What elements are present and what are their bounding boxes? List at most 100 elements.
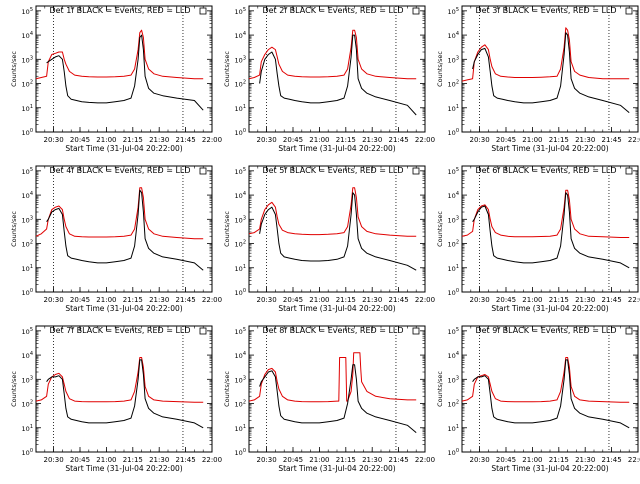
y-axis-label: Counts/sec [436,51,444,87]
y-tick-label: 100 [235,288,246,297]
y-tick-label: 103 [448,55,459,64]
plot-frame [35,165,213,293]
y-tick-label: 102 [235,400,246,409]
y-tick-label: 102 [448,80,459,89]
x-tick-label: 21:15 [123,296,143,304]
x-tick-label: 21:45 [602,136,622,144]
x-tick-label: 20:45 [283,456,303,464]
x-tick-label: 21:30 [362,296,382,304]
y-tick-label: 101 [448,264,459,273]
x-axis-label: Start Time (31-Jul-04 20:22:00) [278,304,395,313]
plot-frame [248,325,426,453]
x-tick-label: 21:30 [149,136,169,144]
chart-title: Det 9f BLACK = Events, RED = LLD [475,326,616,335]
series-line-lld [461,189,630,238]
x-tick-label: 22:00 [202,296,222,304]
x-tick-label: 21:15 [336,136,356,144]
y-axis-label: Counts/sec [436,211,444,247]
y-axis-label: Counts/sec [223,51,231,87]
x-tick-label: 21:00 [522,456,542,464]
y-tick-label: 105 [448,327,459,336]
plot-frame [35,5,213,133]
x-tick-label: 21:30 [149,296,169,304]
x-tick-label: 21:30 [575,136,595,144]
x-tick-label: 20:30 [470,296,490,304]
chart-panel-6: Det 6f BLACK = Events, RED = LLD 100 101 10… [436,165,640,313]
y-tick-label: 105 [235,327,246,336]
y-tick-label: 105 [448,7,459,16]
plot-frame [248,5,426,133]
y-tick-label: 104 [22,31,33,40]
series-line-lld [35,357,204,403]
y-tick-label: 105 [235,7,246,16]
y-tick-label: 105 [22,7,33,16]
x-tick-label: 20:45 [70,296,90,304]
x-tick-label: 21:00 [522,136,542,144]
y-tick-label: 102 [448,240,459,249]
y-axis-label: Counts/sec [223,211,231,247]
y-tick-label: 100 [235,128,246,137]
x-tick-label: 20:30 [257,136,277,144]
y-tick-label: 102 [22,400,33,409]
x-tick-label: 22:00 [202,456,222,464]
legend-square-icon [625,327,633,335]
y-tick-label: 105 [235,167,246,176]
series-line-events [46,359,204,429]
x-tick-label: 21:00 [522,296,542,304]
chart-panel-5: Det 5f BLACK = Events, RED = LLD 100 101 10… [223,165,435,313]
x-tick-label: 21:15 [123,136,143,144]
x-tick-label: 22:00 [415,296,435,304]
y-tick-label: 101 [448,104,459,113]
x-tick-label: 20:30 [44,456,64,464]
x-tick-label: 21:45 [602,296,622,304]
x-axis-label: Start Time (31-Jul-04 20:22:00) [278,464,395,473]
x-tick-label: 21:15 [549,296,569,304]
chart-title: Det 8f BLACK = Events, RED = LLD [262,326,403,335]
x-tick-label: 20:30 [44,136,64,144]
x-tick-label: 21:15 [123,456,143,464]
x-tick-label: 22:00 [415,456,435,464]
plot-frame [461,5,639,133]
series-line-events [472,359,630,429]
chart-panel-3: Det 3f BLACK = Events, RED = LLD 100 101 10… [436,5,640,153]
y-tick-label: 100 [22,448,33,457]
y-tick-label: 103 [22,215,33,224]
y-tick-label: 103 [22,55,33,64]
x-tick-label: 21:00 [309,136,329,144]
y-tick-label: 101 [22,264,33,273]
series-line-lld [35,29,204,80]
y-axis-label: Counts/sec [10,211,18,247]
y-tick-label: 104 [235,31,246,40]
x-tick-label: 20:30 [470,456,490,464]
x-axis-label: Start Time (31-Jul-04 20:22:00) [65,144,182,153]
legend-square-icon [412,167,420,175]
x-tick-label: 20:45 [70,456,90,464]
x-tick-label: 20:45 [70,136,90,144]
y-tick-label: 101 [235,104,246,113]
x-tick-label: 21:00 [96,456,116,464]
y-tick-label: 101 [448,424,459,433]
y-tick-label: 104 [235,351,246,360]
y-tick-label: 103 [235,215,246,224]
x-tick-label: 22:00 [202,136,222,144]
series-line-lld [248,187,417,237]
chart-title: Det 3f BLACK = Events, RED = LLD [475,6,616,15]
y-tick-label: 103 [235,375,246,384]
y-tick-label: 103 [235,55,246,64]
y-tick-label: 103 [448,215,459,224]
plot-frame [461,325,639,453]
y-tick-label: 100 [22,128,33,137]
x-tick-label: 21:15 [549,456,569,464]
series-line-events [259,364,417,433]
chart-title: Det 4f BLACK = Events, RED = LLD [49,166,190,175]
x-tick-label: 20:30 [257,456,277,464]
x-tick-label: 21:45 [176,136,196,144]
x-tick-label: 21:30 [362,456,382,464]
y-tick-label: 104 [235,191,246,200]
y-tick-label: 102 [22,80,33,89]
x-tick-label: 20:45 [283,296,303,304]
y-tick-label: 105 [22,327,33,336]
x-axis-label: Start Time (31-Jul-04 20:22:00) [491,464,608,473]
x-tick-label: 20:45 [496,296,516,304]
x-axis-label: Start Time (31-Jul-04 20:22:00) [491,304,608,313]
